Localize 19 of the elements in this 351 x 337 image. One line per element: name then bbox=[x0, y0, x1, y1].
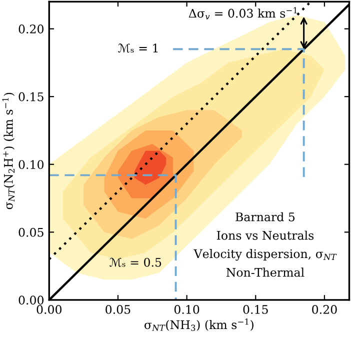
annotation: Ions vs Neutrals bbox=[216, 230, 314, 240]
x-tick-label: 0.15 bbox=[243, 305, 268, 314]
x-tick-label: 0.20 bbox=[312, 305, 337, 314]
y-tick-label: 0.10 bbox=[18, 160, 44, 170]
y-tick-label: 0.15 bbox=[18, 92, 44, 102]
y-tick-label: 0.00 bbox=[18, 296, 44, 305]
y-tick-label: 0.20 bbox=[18, 24, 44, 34]
annotation: Velocity dispersion, σ$_{NT}$ bbox=[194, 249, 337, 261]
y-tick-label: 0.05 bbox=[18, 228, 44, 237]
annotation: Non-Thermal bbox=[226, 268, 304, 277]
x-tick-label: 0.10 bbox=[174, 305, 200, 314]
annotation: Δσ$_{v}$ = 0.03 km s$^{−1}$ bbox=[188, 7, 297, 20]
annotation: ℳₛ = 1 bbox=[118, 44, 158, 53]
annotation: Barnard 5 bbox=[236, 212, 295, 222]
x-tick-label: 0.00 bbox=[36, 305, 62, 314]
x-tick-label: 0.05 bbox=[106, 305, 130, 314]
annotation: ℳₛ = 0.5 bbox=[110, 258, 162, 267]
x-axis-title: σ$_{NT}$(NH$_{3}$) (km s$^{−1}$) bbox=[144, 318, 254, 331]
text: σ$_{NT}$(N$_{2}$H$^{+}$) (km s$^{−1}$) bbox=[2, 92, 15, 210]
